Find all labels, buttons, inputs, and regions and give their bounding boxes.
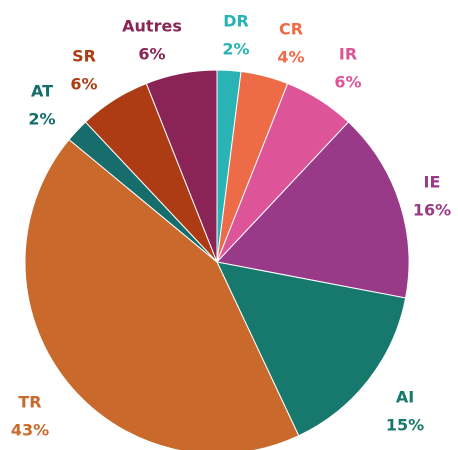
slice-value: 6% bbox=[70, 75, 97, 94]
slice-value: 15% bbox=[386, 416, 424, 435]
slice-label: DR bbox=[223, 12, 249, 31]
pie-slice bbox=[24, 138, 300, 450]
slice-label: Autres bbox=[122, 17, 182, 36]
slice-label: IR bbox=[339, 45, 357, 64]
slice-value: 2% bbox=[222, 40, 249, 59]
pie-slice bbox=[145, 69, 218, 263]
slice-value: 4% bbox=[277, 48, 304, 67]
slice-value: 43% bbox=[11, 421, 49, 440]
slice-label: CR bbox=[279, 20, 303, 39]
slice-label: IE bbox=[424, 173, 441, 192]
slice-value: 6% bbox=[138, 45, 165, 64]
slice-label: AT bbox=[31, 82, 53, 101]
pie-slice bbox=[216, 261, 407, 437]
slice-value: 16% bbox=[413, 201, 451, 220]
slice-label: SR bbox=[72, 47, 96, 66]
slice-label: AI bbox=[396, 388, 414, 407]
slice-label: TR bbox=[18, 393, 41, 412]
slice-value: 2% bbox=[28, 110, 55, 129]
slice-value: 6% bbox=[334, 73, 361, 92]
pie-slice bbox=[216, 121, 410, 299]
